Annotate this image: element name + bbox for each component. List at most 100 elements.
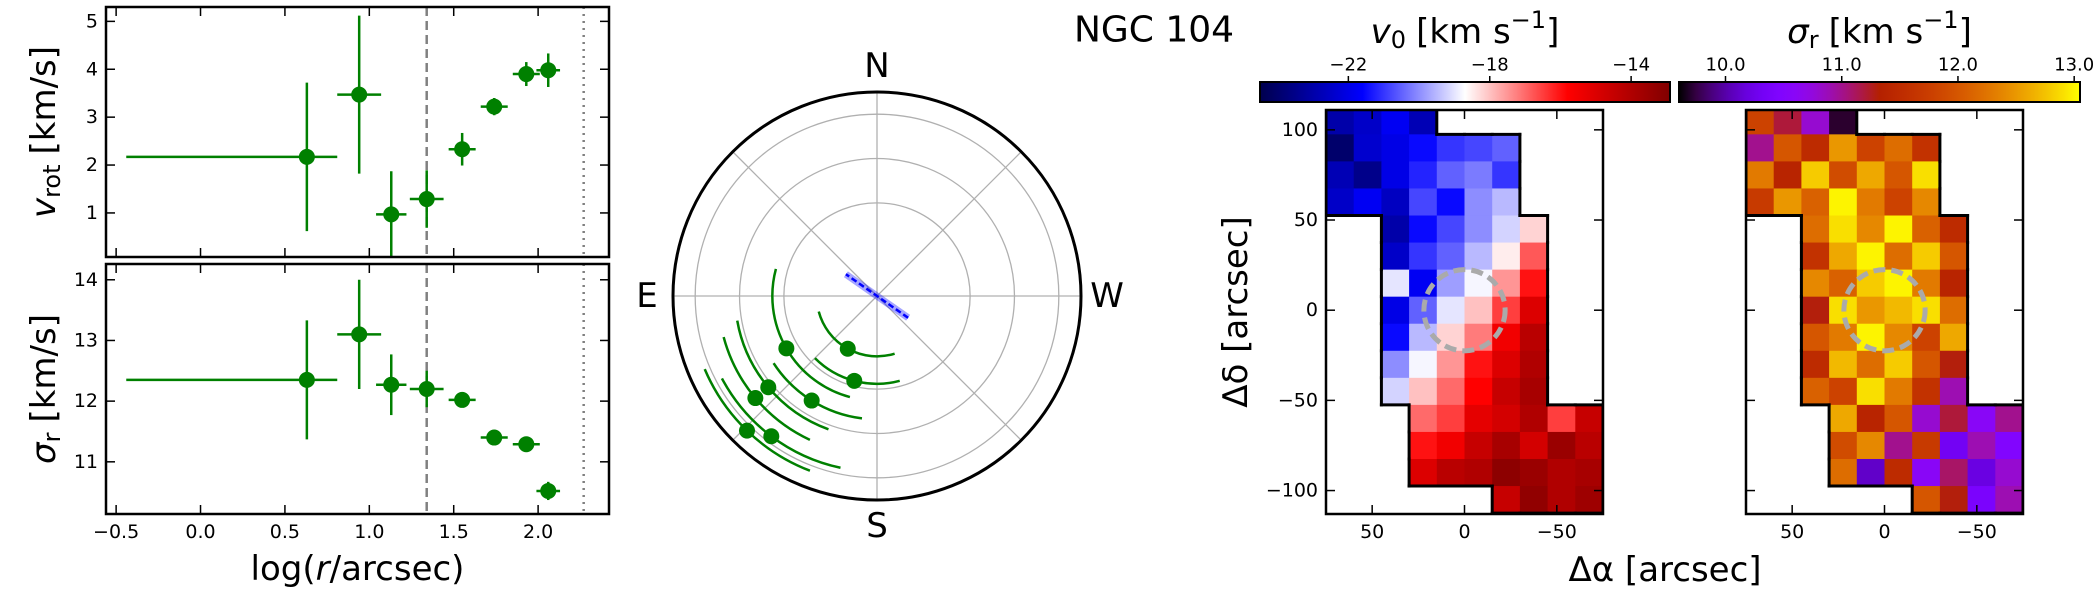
x-tick-label: −50 <box>1957 521 1997 543</box>
y-tick-label: 12 <box>74 390 98 412</box>
map-cell <box>1829 431 1858 460</box>
map-cell <box>1884 161 1913 190</box>
map-cell <box>1912 215 1941 244</box>
map-cell <box>1939 242 1969 271</box>
map-cell <box>1381 110 1410 135</box>
colorbar-tick-label: 13.0 <box>2054 55 2094 76</box>
map-cell <box>1464 404 1493 433</box>
map-cell <box>1829 269 1858 298</box>
map-cell <box>1829 188 1858 217</box>
map-cell <box>1436 161 1466 190</box>
map-cell <box>1856 134 1886 163</box>
map-cell <box>1409 188 1438 217</box>
map-cell <box>1381 242 1410 271</box>
data-point <box>351 326 368 343</box>
colorbar-label-part: −1 <box>1923 6 1958 34</box>
data-point <box>298 371 315 388</box>
map-cell <box>1912 242 1941 271</box>
map-cell <box>1856 404 1886 433</box>
map-cell <box>1409 350 1438 379</box>
map-cell <box>1519 296 1549 325</box>
colorbar-label-part: ] <box>1959 12 1972 52</box>
map-cell <box>1381 269 1410 298</box>
kinematic-pa <box>845 273 909 319</box>
y-tick-label: 14 <box>74 269 98 291</box>
map-cell <box>1519 323 1549 352</box>
y-tick-label: 0 <box>1306 299 1318 321</box>
polar-grid-circle <box>694 113 1060 479</box>
data-point <box>454 141 471 158</box>
polar-spoke <box>732 295 878 441</box>
map-cell <box>1353 110 1382 135</box>
y-axis-label: Δδ [arcsec] <box>1216 216 1256 407</box>
map-cell <box>1939 486 1969 514</box>
x-tick-label: 0.0 <box>185 521 215 543</box>
map-cell <box>1409 242 1438 271</box>
data-point <box>518 66 535 83</box>
map-cell <box>1829 377 1858 406</box>
y-axis-label-part: r <box>38 432 66 442</box>
map-cell <box>1381 377 1410 406</box>
x-axis-label: log(r/arcsec) <box>251 549 465 589</box>
direction-label: N <box>864 46 889 86</box>
map-cell <box>1492 134 1521 163</box>
map-cell <box>1326 188 1355 217</box>
map-cell <box>1381 350 1410 379</box>
aperture-circle <box>1421 267 1508 354</box>
data-point <box>738 422 755 439</box>
map-cell <box>1912 134 1941 163</box>
map-cell <box>1519 431 1549 460</box>
data-point <box>351 86 368 103</box>
map-cell <box>1746 188 1775 217</box>
map-cell <box>1773 188 1802 217</box>
map-cell <box>1856 269 1886 298</box>
map-cell <box>1381 161 1410 190</box>
map-cell <box>1912 377 1941 406</box>
aperture-circle <box>1841 267 1928 354</box>
map-cell <box>1492 486 1521 514</box>
map-cell <box>1939 458 1969 487</box>
map-cell <box>1773 134 1802 163</box>
y-tick-label: 50 <box>1294 209 1318 231</box>
map-cell <box>1801 377 1830 406</box>
colorbar-tick-label: 10.0 <box>1705 55 1745 76</box>
map-cell <box>1353 134 1382 163</box>
data-point <box>540 62 557 79</box>
data-point <box>846 372 863 389</box>
map-cell <box>1884 296 1913 325</box>
map-cell <box>1519 486 1549 514</box>
map-cell <box>1912 486 1941 514</box>
data-point <box>839 340 856 357</box>
y-tick-label: 13 <box>74 329 98 351</box>
map-cell <box>1856 161 1886 190</box>
colorbar <box>1259 81 1671 103</box>
map-cell <box>1464 215 1493 244</box>
data-point <box>298 148 315 165</box>
colorbar-tick-label: −18 <box>1471 55 1509 76</box>
data-point <box>518 436 535 453</box>
map-cell <box>1884 377 1913 406</box>
map-cell <box>1939 350 1969 379</box>
map-cell <box>1464 458 1493 487</box>
data-point <box>763 428 780 445</box>
map-cell <box>1801 269 1830 298</box>
map-cell <box>1326 134 1355 163</box>
direction-label: E <box>636 276 657 316</box>
x-tick-label: −50 <box>1537 521 1577 543</box>
map-cell <box>1884 215 1913 244</box>
map-cell <box>1912 188 1941 217</box>
map-cell <box>1773 161 1802 190</box>
y-tick-label: 100 <box>1282 119 1318 141</box>
map-cell <box>1801 350 1830 379</box>
map-cell <box>1409 404 1438 433</box>
data-point <box>418 381 435 397</box>
axes-frame <box>1744 108 2025 516</box>
direction-label: S <box>866 506 888 546</box>
map-cell <box>1884 431 1913 460</box>
map-cell <box>1436 404 1466 433</box>
data-point <box>486 98 503 115</box>
colorbar-label: v0 [km s−1] <box>1371 6 1560 54</box>
map-cell <box>1464 161 1493 190</box>
map-cell <box>1773 110 1802 135</box>
